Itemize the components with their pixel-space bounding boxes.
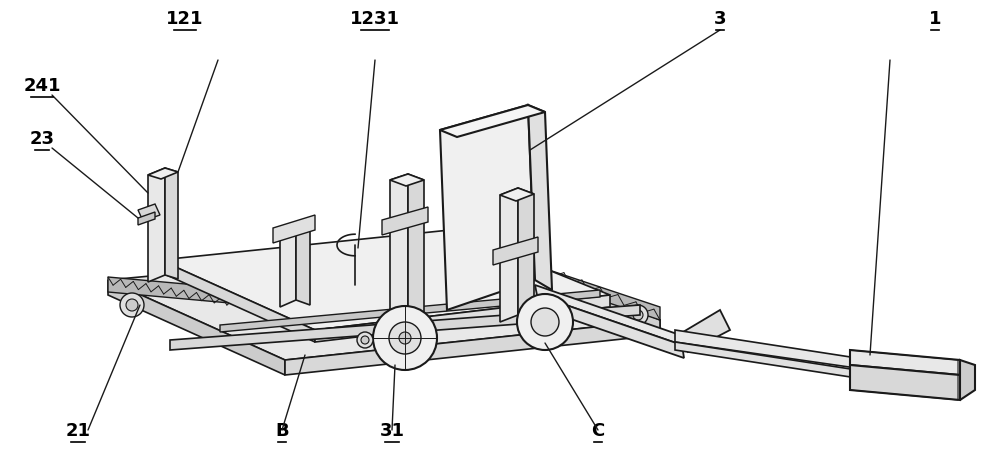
Polygon shape (850, 365, 960, 400)
Circle shape (633, 310, 643, 320)
Polygon shape (296, 222, 310, 305)
Text: 3: 3 (714, 10, 726, 28)
Polygon shape (315, 295, 610, 342)
Text: 1: 1 (929, 10, 941, 28)
Circle shape (399, 332, 411, 344)
Polygon shape (382, 207, 428, 235)
Polygon shape (440, 105, 545, 137)
Polygon shape (537, 295, 684, 358)
Circle shape (357, 332, 373, 348)
Polygon shape (148, 168, 165, 282)
Text: 21: 21 (66, 422, 90, 440)
Circle shape (517, 294, 573, 350)
Text: 23: 23 (30, 130, 54, 148)
Polygon shape (108, 280, 285, 375)
Polygon shape (108, 245, 660, 360)
Polygon shape (138, 212, 155, 225)
Polygon shape (170, 305, 640, 350)
Circle shape (126, 299, 138, 311)
Circle shape (389, 322, 421, 354)
Circle shape (373, 306, 437, 370)
Polygon shape (960, 360, 975, 400)
Text: 31: 31 (380, 422, 404, 440)
Text: C: C (591, 422, 605, 440)
Polygon shape (138, 204, 160, 221)
Text: 121: 121 (166, 10, 204, 28)
Polygon shape (480, 247, 660, 320)
Polygon shape (675, 342, 870, 380)
Polygon shape (273, 215, 315, 243)
Polygon shape (165, 168, 178, 279)
Polygon shape (528, 105, 552, 290)
Polygon shape (108, 277, 285, 308)
Text: 1231: 1231 (350, 10, 400, 28)
Polygon shape (408, 174, 424, 316)
Polygon shape (285, 320, 660, 375)
Polygon shape (675, 330, 870, 370)
Polygon shape (678, 310, 730, 352)
Polygon shape (160, 230, 610, 330)
Polygon shape (390, 174, 408, 318)
Polygon shape (280, 222, 310, 233)
Polygon shape (440, 105, 535, 310)
Polygon shape (280, 222, 296, 307)
Polygon shape (480, 245, 660, 335)
Polygon shape (390, 174, 424, 186)
Circle shape (628, 305, 648, 325)
Circle shape (531, 308, 559, 336)
Text: B: B (275, 422, 289, 440)
Polygon shape (160, 260, 315, 342)
Polygon shape (535, 285, 682, 345)
Polygon shape (500, 188, 534, 201)
Polygon shape (493, 237, 538, 265)
Polygon shape (220, 290, 600, 332)
Polygon shape (850, 350, 960, 375)
Polygon shape (500, 188, 518, 322)
Circle shape (120, 293, 144, 317)
Polygon shape (148, 168, 178, 179)
Text: 241: 241 (23, 77, 61, 95)
Circle shape (361, 336, 369, 344)
Polygon shape (518, 188, 534, 321)
